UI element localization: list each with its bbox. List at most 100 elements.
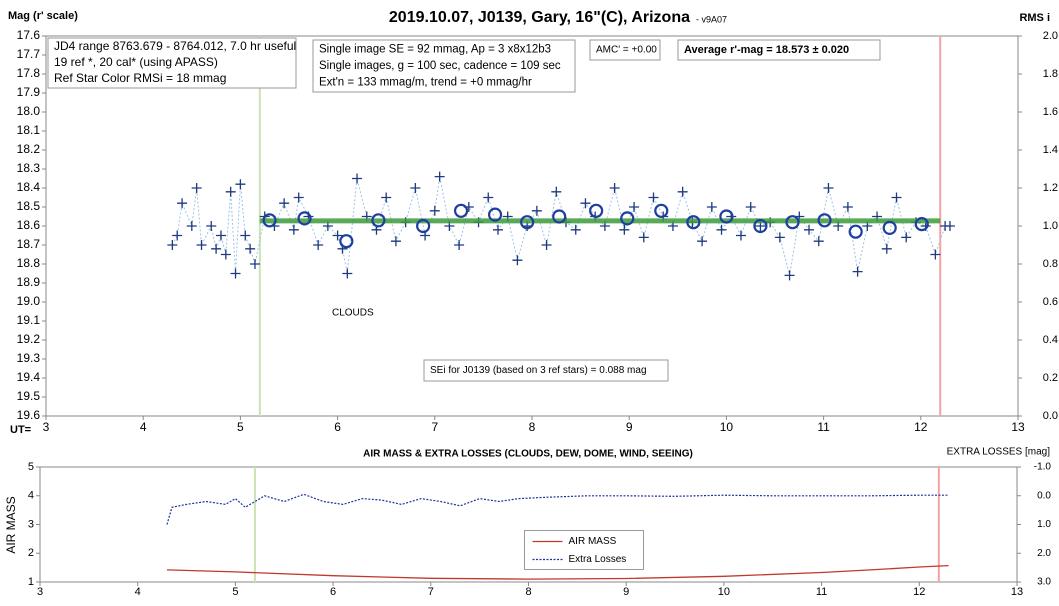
y-tick-label: 18.0 [17, 104, 41, 118]
y-tick-label: 18.6 [17, 218, 41, 232]
annotation-text: AMC' = +0.00 [596, 45, 657, 56]
y2-tick-label: 0.4 [1043, 334, 1058, 346]
annotation-text: Single image SE = 92 mmag, Ap = 3 x8x12b… [319, 44, 551, 56]
y-tick-label: 2 [28, 547, 34, 559]
annotation-box [47, 37, 297, 89]
chart-subtitle: - v9A07 [696, 14, 727, 24]
data-point [211, 243, 222, 254]
y-tick-label: 19.4 [17, 370, 41, 384]
data-point [434, 171, 445, 182]
data-point [429, 205, 440, 216]
y-tick-label: 4 [28, 490, 34, 502]
data-point [823, 183, 834, 193]
x-tick-label: 4 [135, 586, 141, 598]
data-point [410, 183, 421, 193]
x-tick-label: 4 [140, 420, 147, 434]
data-point [570, 224, 581, 235]
average-point [686, 215, 701, 230]
data-point [774, 232, 785, 243]
y-tick-label: 5 [28, 461, 34, 473]
data-point [745, 202, 756, 212]
average-point [914, 217, 929, 232]
x-tick-label: 10 [720, 420, 734, 434]
average-point [297, 211, 312, 226]
x-axis-label: UT= [10, 424, 31, 436]
data-point [541, 240, 552, 250]
data-point [342, 268, 353, 279]
y2-tick-label: 0.6 [1043, 296, 1058, 308]
data-point [852, 266, 863, 277]
annotation-text: SEi for J0139 (based on 3 ref stars) = 0… [430, 365, 647, 376]
data-point [215, 230, 226, 241]
y-tick-label: 17.9 [17, 85, 41, 99]
data-point [230, 268, 241, 279]
y2-axis-label: EXTRA LOSSES [mag] [947, 447, 1051, 458]
y-tick-label: 18.9 [17, 275, 41, 289]
annotation-text: CLOUDS [332, 308, 374, 319]
series-line [166, 493, 949, 525]
data-point [580, 198, 591, 209]
data-point [804, 224, 815, 235]
y-axis-label: AIR MASS [4, 496, 18, 553]
data-point [381, 192, 392, 203]
y2-tick-label: 1.6 [1043, 106, 1058, 118]
data-point [629, 202, 640, 212]
x-tick-label: 3 [37, 586, 43, 598]
legend-label: AIR MASS [569, 536, 617, 547]
average-point [552, 209, 567, 224]
data-point [813, 236, 824, 247]
data-point [313, 240, 324, 250]
average-point [416, 218, 431, 234]
y-tick-label: 19.1 [17, 313, 41, 327]
x-tick-label: 8 [525, 586, 531, 598]
average-point [339, 234, 354, 249]
data-point [735, 230, 746, 241]
data-point [191, 183, 202, 193]
x-tick-label: 11 [817, 420, 830, 434]
data-point [279, 198, 290, 209]
y2-tick-label: 0.0 [1043, 410, 1058, 422]
data-point [249, 259, 260, 269]
y-tick-label: 18.2 [17, 142, 41, 156]
y-tick-label: 18.5 [17, 199, 41, 213]
data-point [186, 221, 197, 231]
average-point [719, 209, 734, 224]
data-point [891, 192, 902, 203]
data-point [352, 173, 363, 184]
data-point [454, 240, 465, 250]
y-tick-label: 1 [28, 576, 34, 588]
average-point [453, 203, 469, 218]
chart-title: AIR MASS & EXTRA LOSSES (CLOUDS, DEW, DO… [363, 449, 693, 460]
data-point [697, 236, 708, 247]
annotation-text: Average r'-mag = 18.573 ± 0.020 [684, 44, 849, 56]
y2-tick-label: 1.0 [1043, 220, 1058, 232]
y-tick-label: 18.1 [17, 123, 41, 137]
data-point [716, 224, 727, 235]
x-tick-label: 9 [623, 586, 629, 598]
data-point [483, 192, 494, 203]
data-point [930, 249, 941, 260]
data-point [240, 230, 251, 241]
annotation-text: JD4 range 8763.679 - 8764.012, 7.0 hr us… [54, 39, 296, 53]
data-point [609, 183, 620, 193]
data-point [225, 186, 236, 197]
x-tick-label: 13 [1011, 420, 1025, 434]
x-tick-label: 6 [330, 586, 336, 598]
annotation-box [312, 39, 576, 93]
average-point [848, 224, 863, 239]
average-point [620, 211, 635, 226]
x-tick-label: 7 [431, 420, 438, 434]
average-point [262, 213, 277, 228]
y2-tick-label: 2.0 [1043, 30, 1058, 42]
y2-tick-label: 0.2 [1043, 372, 1058, 384]
y2-tick-label: 0.0 [1037, 490, 1051, 501]
data-point [177, 198, 188, 209]
y2-tick-label: 1.2 [1043, 182, 1058, 194]
data-point [512, 255, 523, 266]
y-tick-label: 18.4 [17, 180, 41, 194]
data-point [245, 243, 256, 254]
data-point [881, 243, 892, 254]
y-tick-label: 19.3 [17, 351, 41, 365]
x-tick-label: 6 [334, 420, 341, 434]
x-tick-label: 12 [913, 586, 925, 598]
